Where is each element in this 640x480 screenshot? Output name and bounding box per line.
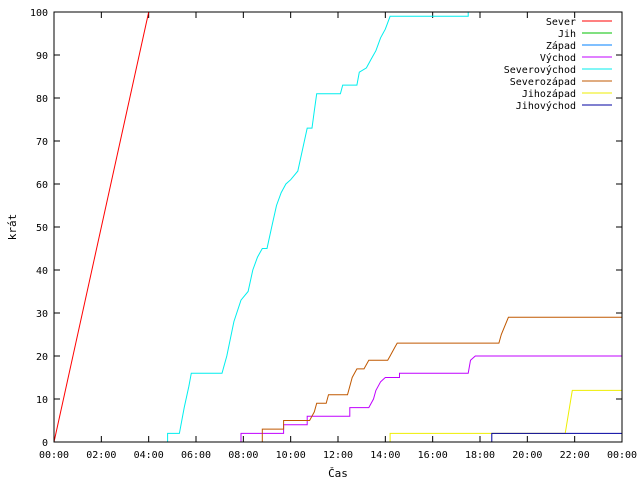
y-tick-label: 90	[36, 51, 48, 62]
x-tick-label: 04:00	[134, 450, 164, 461]
x-tick-label: 22:00	[560, 450, 590, 461]
legend-label: Jihovýchod	[516, 100, 576, 112]
x-tick-label: 10:00	[276, 450, 306, 461]
y-tick-label: 20	[36, 352, 48, 363]
series-line-severovýchod	[167, 12, 469, 442]
legend-label: Západ	[546, 40, 576, 52]
plot-frame	[53, 11, 623, 443]
series-lines	[53, 11, 622, 443]
legend-label: Sever	[546, 17, 576, 28]
x-tick-label: 02:00	[86, 450, 116, 461]
legend-label: Jih	[558, 29, 576, 40]
x-tick-label: 08:00	[228, 450, 258, 461]
y-tick-label: 10	[36, 395, 48, 406]
x-tick-label: 06:00	[181, 450, 211, 461]
series-line-severozápad	[261, 316, 622, 442]
y-tick-label: 30	[36, 309, 48, 320]
x-tick-label: 16:00	[418, 450, 448, 461]
y-tick-label: 80	[36, 94, 48, 105]
y-tick-label: 0	[42, 438, 48, 449]
x-tick-label: 12:00	[323, 450, 353, 461]
legend: SeverJihZápadVýchodSeverovýchodSeverozáp…	[504, 17, 612, 112]
series-line-jihovýchod	[491, 432, 622, 442]
y-tick-label: 40	[36, 266, 48, 277]
series-line-jihozápad	[389, 389, 622, 442]
ticks: 0 10 20 30 40 50 60 70 80 90 100 00:00 02:00 04:00 06:…	[30, 8, 637, 461]
y-tick-label: 100	[30, 8, 48, 19]
legend-label: Severozápad	[510, 76, 576, 88]
series-line-východ	[240, 355, 622, 442]
x-tick-label: 18:00	[465, 450, 495, 461]
x-tick-label: 00:00	[607, 450, 637, 461]
legend-label: Severovýchod	[504, 64, 576, 76]
series-line-sever	[53, 11, 150, 443]
x-tick-label: 14:00	[370, 450, 400, 461]
y-axis-label: krát	[6, 214, 19, 241]
legend-label: Jihozápad	[522, 88, 576, 100]
y-tick-label: 50	[36, 223, 48, 234]
y-tick-label: 60	[36, 180, 48, 191]
x-axis-label: Čas	[328, 467, 348, 480]
x-tick-label: 00:00	[39, 450, 69, 461]
legend-label: Východ	[540, 52, 576, 64]
y-tick-label: 70	[36, 137, 48, 148]
x-tick-label: 20:00	[512, 450, 542, 461]
